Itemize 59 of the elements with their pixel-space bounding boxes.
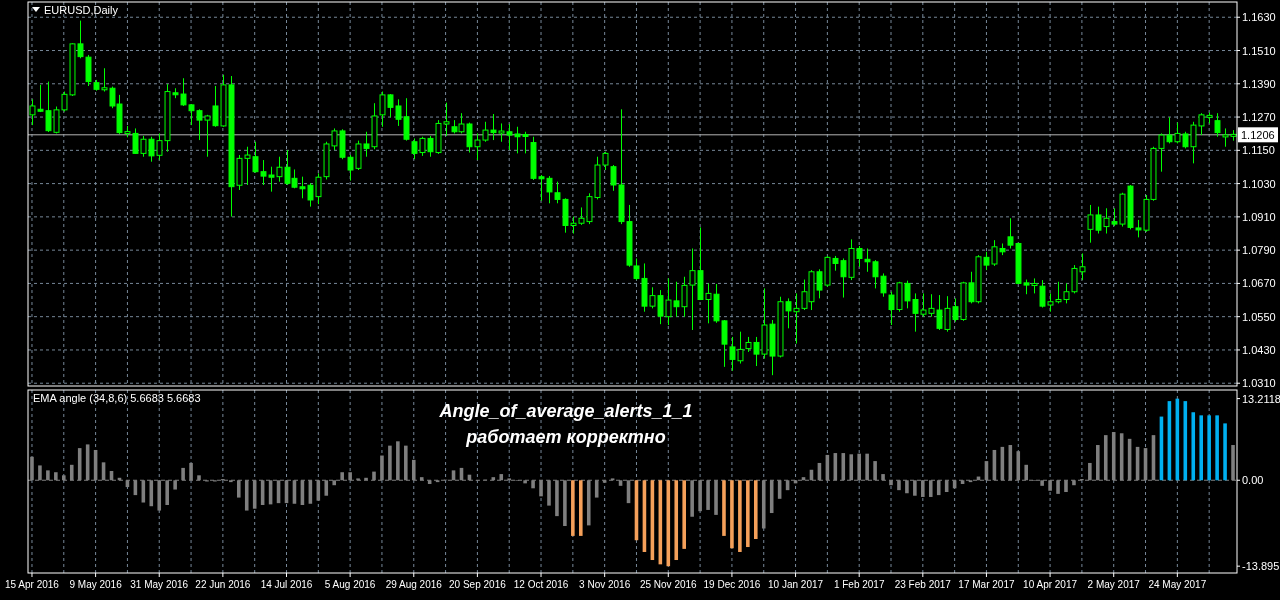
bar xyxy=(1207,415,1211,481)
x-tick-label: 5 Aug 2016 xyxy=(324,579,376,590)
x-tick-label: 12 Oct 2016 xyxy=(513,579,569,590)
x-tick-label: 10 Jan 2017 xyxy=(768,579,824,590)
x-tick-label: 23 Feb 2017 xyxy=(894,579,952,590)
bar xyxy=(1215,415,1219,481)
x-tick-label: 29 Aug 2016 xyxy=(385,579,443,590)
bar xyxy=(889,480,893,486)
x-tick-label: 19 Dec 2016 xyxy=(703,579,761,590)
annotation: работает корректно xyxy=(465,427,666,447)
y-tick-label: 1.1510 xyxy=(1242,44,1276,57)
bar xyxy=(738,480,742,552)
ref-line-label: 1.1206 xyxy=(1241,128,1275,141)
x-tick-label: 14 Jul 2016 xyxy=(260,579,313,590)
bar xyxy=(682,480,686,549)
bar xyxy=(722,480,726,536)
y-tick-label: 1.0430 xyxy=(1242,343,1276,356)
x-tick-label: 24 May 2017 xyxy=(1148,579,1207,590)
bar xyxy=(714,480,718,515)
annotation: Angle_of_average_alerts_1_1 xyxy=(438,401,693,421)
x-tick-label: 10 Apr 2017 xyxy=(1023,579,1078,590)
y-tick-label: 1.1390 xyxy=(1242,77,1276,90)
x-tick-label: 3 Nov 2016 xyxy=(579,579,631,590)
y-tick-label: 1.0910 xyxy=(1242,210,1276,223)
y-tick-label: 0.00 xyxy=(1242,474,1264,487)
y-tick-label: 1.1630 xyxy=(1242,11,1276,24)
x-tick-label: 31 May 2016 xyxy=(130,579,189,590)
bar xyxy=(674,480,679,561)
x-tick-label: 1 Feb 2017 xyxy=(833,579,885,590)
bar xyxy=(1199,415,1203,481)
y-tick-label: 1.0550 xyxy=(1242,310,1276,323)
bar xyxy=(571,480,575,536)
bar xyxy=(1223,423,1227,481)
candlestick xyxy=(1214,112,1221,138)
bar xyxy=(539,480,543,497)
y-tick-label: 1.0310 xyxy=(1242,377,1276,390)
x-tick-label: 22 Jun 2016 xyxy=(195,579,251,590)
chart-title: EURUSD,Daily xyxy=(44,4,119,16)
x-tick-label: 20 Sep 2016 xyxy=(449,579,507,590)
chart-title: EMA angle (34,8,6) 5.6683 5.6683 xyxy=(33,392,201,404)
y-tick-label: 1.0670 xyxy=(1242,277,1276,290)
bar xyxy=(730,480,734,549)
y-tick-label: 1.1030 xyxy=(1242,177,1276,190)
y-tick-label: 1.0790 xyxy=(1242,244,1276,257)
bar xyxy=(1064,480,1068,493)
y-tick-label: 1.1270 xyxy=(1242,111,1276,124)
y-tick-label: 1.1150 xyxy=(1242,144,1275,157)
x-tick-label: 2 May 2017 xyxy=(1087,579,1141,590)
y-tick-label: 13.2118 xyxy=(1242,392,1280,405)
x-tick-label: 17 Mar 2017 xyxy=(958,579,1015,590)
bar xyxy=(1191,412,1196,481)
x-tick-label: 9 May 2016 xyxy=(69,579,123,590)
x-tick-label: 25 Nov 2016 xyxy=(639,579,698,590)
bar xyxy=(746,480,750,548)
x-tick-label: 15 Apr 2016 xyxy=(5,579,60,590)
bar xyxy=(244,480,249,511)
bar xyxy=(754,480,758,539)
bar xyxy=(579,480,583,536)
y-tick-label: -13.895 xyxy=(1242,560,1280,573)
